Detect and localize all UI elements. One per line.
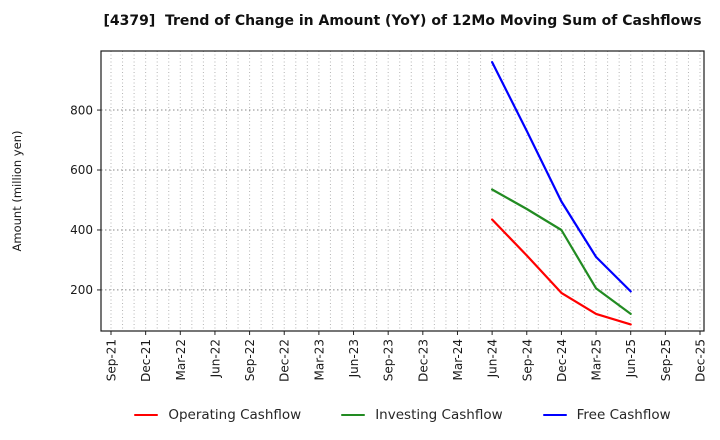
x-tick-label: Jun-24: [486, 339, 500, 378]
x-tick-label: Jun-22: [208, 339, 222, 378]
x-tick-label: Jun-25: [624, 339, 638, 378]
x-tick-label: Dec-25: [694, 339, 708, 382]
series-line-free-cashflow: [491, 60, 632, 293]
y-tick-label: 800: [70, 103, 93, 117]
chart-title: [4379] Trend of Change in Amount (YoY) o…: [103, 13, 702, 29]
x-tick-label: Mar-23: [312, 339, 326, 380]
x-tick-label: Sep-25: [659, 339, 673, 381]
chart-legend: Operating Cashflow Investing Cashflow Fr…: [101, 403, 704, 427]
legend-label: Investing Cashflow: [375, 407, 503, 423]
x-tick-label: Sep-23: [382, 339, 396, 381]
x-tick-label: Mar-24: [451, 339, 465, 380]
plot-frame: [100, 50, 705, 332]
x-tick-label: Dec-22: [278, 339, 292, 382]
x-tick-label: Sep-21: [105, 339, 119, 381]
x-tick-label: Mar-22: [174, 339, 188, 380]
x-tick-label: Mar-25: [590, 339, 604, 380]
x-tick-label: Dec-24: [555, 339, 569, 382]
investing-cashflow-line-swatch-icon: [341, 413, 366, 417]
legend-item-operating-cashflow: Operating Cashflow: [134, 407, 301, 423]
operating-cashflow-line-swatch-icon: [134, 413, 159, 417]
free-cashflow-line-swatch-icon: [542, 413, 567, 417]
legend-label: Free Cashflow: [576, 407, 671, 423]
x-tick-label: Dec-21: [139, 339, 153, 382]
legend-item-investing-cashflow: Investing Cashflow: [341, 407, 503, 423]
y-tick-label: 200: [70, 283, 93, 297]
y-tick-label: 600: [70, 163, 93, 177]
x-tick-label: Sep-22: [243, 339, 257, 381]
legend-item-free-cashflow: Free Cashflow: [542, 407, 671, 423]
series-line-operating-cashflow: [491, 218, 632, 326]
chart-plot: 200 400 600 800 Sep-21 Dec-21 Mar-22 Jun-22 Sep-…: [70, 50, 708, 382]
series-line-investing-cashflow: [491, 188, 632, 315]
y-tick-label: 400: [70, 223, 93, 237]
x-tick-label: Sep-24: [520, 339, 534, 381]
y-axis-title: Amount (million yen): [10, 130, 24, 252]
legend-label: Operating Cashflow: [168, 407, 302, 423]
x-tick-label: Dec-23: [416, 339, 430, 382]
x-tick-label: Jun-23: [347, 339, 361, 378]
